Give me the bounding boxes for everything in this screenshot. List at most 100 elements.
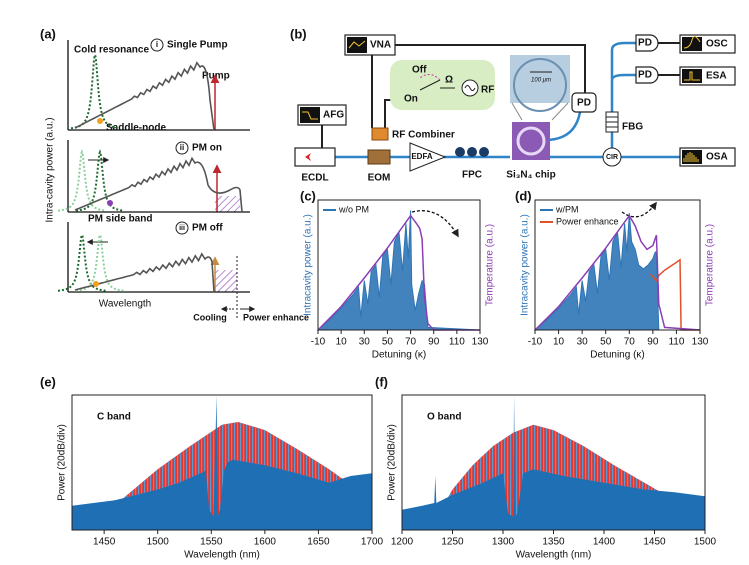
x-tick-label: 1650 bbox=[307, 537, 330, 548]
x-axis-label: Detuning (κ) bbox=[372, 350, 426, 361]
fbg bbox=[606, 116, 618, 128]
x-tick-label: 1450 bbox=[643, 537, 666, 548]
scale-label: 100 μm bbox=[531, 78, 551, 84]
paddle bbox=[467, 147, 477, 157]
detector bbox=[635, 34, 659, 52]
rf-combiner bbox=[371, 127, 389, 141]
component-label: CIR bbox=[606, 154, 618, 161]
paddle bbox=[479, 147, 489, 157]
panel-a: (a) Cold resonance i Single Pump Pump Sa… bbox=[40, 26, 309, 322]
icon bbox=[683, 36, 701, 49]
detector-label: PD bbox=[577, 98, 591, 109]
detector-label: PD bbox=[638, 70, 652, 81]
series-area bbox=[533, 212, 700, 331]
series-area bbox=[316, 210, 481, 331]
x-tick-label: 70 bbox=[405, 337, 417, 348]
component-label: RF Combiner bbox=[392, 130, 455, 141]
x-tick-label: -10 bbox=[528, 337, 543, 348]
operating-point bbox=[97, 118, 103, 124]
x-tick-label: 1700 bbox=[361, 537, 384, 548]
y2-axis-label: Temperature (a.u.) bbox=[485, 224, 496, 306]
hatch-region bbox=[215, 196, 240, 212]
x-tick-label: 10 bbox=[553, 337, 565, 348]
x-axis-label: Wavelength bbox=[99, 299, 151, 310]
x-tick-label: 130 bbox=[472, 337, 489, 348]
micrograph bbox=[510, 55, 570, 103]
operating-point bbox=[93, 281, 99, 287]
step-circle bbox=[175, 141, 189, 155]
hatch-region bbox=[215, 270, 237, 292]
x-tick-label: 30 bbox=[359, 337, 371, 348]
x-tick-label: 1600 bbox=[254, 537, 277, 548]
spectrum bbox=[402, 395, 705, 530]
series-line bbox=[317, 214, 480, 331]
x-axis-label: Detuning (κ) bbox=[590, 350, 644, 361]
step-number: ii bbox=[180, 143, 184, 152]
switch-label: Ω bbox=[445, 75, 453, 86]
resonance bbox=[58, 232, 106, 292]
y-axis-label: Intracavity power (a.u.) bbox=[520, 214, 531, 316]
power-curve bbox=[74, 61, 215, 131]
component-label: ECDL bbox=[301, 173, 328, 184]
instrument-label: ESA bbox=[706, 71, 727, 82]
zoom-line bbox=[511, 102, 569, 121]
icon bbox=[464, 85, 476, 91]
x-tick-label: 1500 bbox=[694, 537, 717, 548]
plot-frame bbox=[317, 199, 481, 331]
switch-path bbox=[419, 74, 441, 81]
spectrum bbox=[72, 395, 372, 530]
component-label: EDFA bbox=[411, 152, 433, 161]
x-axis-label: Wavelength (nm) bbox=[516, 550, 592, 561]
x-tick-label: 70 bbox=[624, 337, 636, 348]
x-tick-label: 30 bbox=[577, 337, 589, 348]
panel-label: (e) bbox=[40, 374, 56, 389]
x-tick-label: 1550 bbox=[200, 537, 223, 548]
panel-label: (c) bbox=[300, 188, 316, 203]
instrument-label: OSC bbox=[706, 39, 728, 50]
step-title: PM off bbox=[192, 223, 223, 234]
legend-label: w/PM bbox=[555, 204, 579, 214]
icon bbox=[305, 153, 315, 161]
step-circle bbox=[175, 221, 189, 235]
fiber bbox=[544, 111, 582, 142]
x-tick-label: 1200 bbox=[391, 537, 414, 548]
power-curve bbox=[74, 252, 215, 293]
y2-axis-label: Temperature (a.u.) bbox=[705, 224, 716, 306]
power-curve bbox=[74, 156, 243, 213]
eom bbox=[367, 149, 391, 165]
y-axis-label: Power (20dB/div) bbox=[57, 424, 68, 501]
detector bbox=[571, 92, 597, 113]
legend-label: w/o PM bbox=[338, 204, 369, 214]
panel-label: (b) bbox=[290, 26, 307, 41]
resonance bbox=[57, 149, 107, 212]
component-label: FBG bbox=[622, 122, 643, 133]
x-tick-label: 90 bbox=[428, 337, 440, 348]
x-tick-label: 50 bbox=[600, 337, 612, 348]
ring bbox=[516, 126, 546, 156]
series-line bbox=[534, 214, 701, 331]
fiber bbox=[610, 41, 680, 159]
x-tick-label: 130 bbox=[692, 337, 709, 348]
resonance bbox=[76, 232, 124, 292]
x-tick-label: 1450 bbox=[93, 537, 116, 548]
icon bbox=[348, 40, 366, 49]
x-tick-label: 1300 bbox=[492, 537, 515, 548]
plot-frame bbox=[534, 199, 701, 331]
x-tick-label: 1250 bbox=[441, 537, 464, 548]
annotation: PM side band bbox=[88, 214, 152, 225]
switch-label: On bbox=[404, 94, 418, 105]
instrument-label: AFG bbox=[323, 110, 344, 121]
instrument-label: OSA bbox=[706, 152, 728, 163]
switch-label: RF bbox=[481, 85, 494, 96]
switch-label: Off bbox=[412, 65, 427, 76]
x-tick-label: 110 bbox=[668, 337, 684, 348]
y-axis-label: Intra-cavity power (a.u.) bbox=[45, 117, 56, 222]
annotation: Power enhance bbox=[243, 312, 309, 322]
cable bbox=[658, 42, 680, 76]
rf-switch-box bbox=[390, 60, 495, 110]
x-axis-label: Wavelength (nm) bbox=[184, 550, 260, 561]
x-tick-label: 90 bbox=[647, 337, 659, 348]
trend-arrow bbox=[621, 201, 657, 218]
y-axis-label: Intracavity power (a.u.) bbox=[303, 214, 314, 316]
